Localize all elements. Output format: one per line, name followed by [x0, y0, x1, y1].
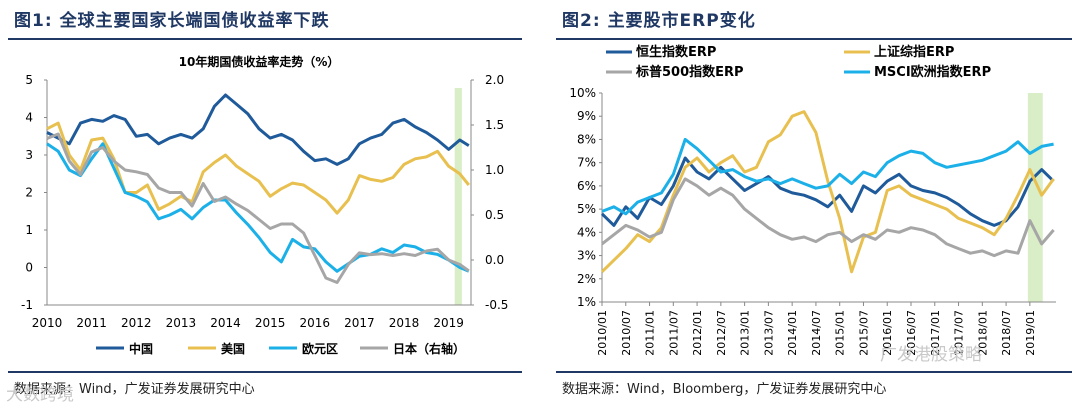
x-tick-label: 2013/01 — [739, 310, 752, 356]
series-line-3 — [601, 137, 1054, 216]
x-tick-label: 2018 — [389, 316, 420, 330]
y-tick-label: 5% — [577, 202, 596, 216]
highlight-band — [454, 88, 462, 305]
x-tick-label: 2011 — [76, 316, 107, 330]
figure-1-title-text: 全球主要国家长端国债收益率下跌 — [59, 11, 330, 31]
x-tick-label: 2019 — [433, 316, 464, 330]
y-tick-label: 4% — [577, 225, 596, 239]
erp-line-chart: 10% 9% 8% 7% 6% 5% 4% 3% 2% 1%2010/01 2010/07 2011/… — [569, 44, 1056, 356]
y-tick-label: 9% — [577, 109, 596, 123]
figure-1-bottom-rule — [8, 371, 522, 373]
legend-label-2: 标普500指数ERP — [635, 64, 744, 80]
x-tick-label: 2012/01 — [691, 310, 704, 356]
y-tick-label: 10% — [569, 86, 596, 100]
y-left-tick-label: 1 — [25, 223, 33, 237]
x-tick-label: 2017 — [344, 316, 375, 330]
x-tick-label: 2016/07 — [905, 310, 918, 356]
series-line-2 — [601, 177, 1055, 258]
highlight-band — [1027, 93, 1043, 302]
watermark-left: 大数跨境 — [6, 385, 74, 405]
x-tick-label: 2011/01 — [644, 310, 657, 356]
x-tick-label: 2012 — [121, 316, 152, 330]
x-tick-label: 2010/01 — [596, 310, 609, 356]
x-tick-label: 2016 — [300, 316, 331, 330]
legend-label-1: 上证综指ERP — [874, 44, 954, 60]
yield-line-chart: 10年期国债收益率走势（%） 5 4 3 2 1 0 -1 2.0 1.5 1.0 0.5 0.0 -0.… — [21, 54, 508, 356]
x-tick-label: 2016/01 — [881, 310, 894, 356]
legend-label-3: 日本（右轴） — [393, 341, 465, 356]
y-right-tick-label: 1.5 — [485, 118, 504, 132]
x-tick-label: 2018/01 — [976, 310, 989, 356]
y-left-tick-label: 4 — [25, 111, 33, 125]
y-tick-label: 6% — [577, 179, 596, 193]
figure-2-top-rule — [556, 38, 1072, 40]
figure-2-label: 图2: — [562, 11, 601, 31]
watermark-right: 广发港股策略 — [880, 345, 982, 365]
y-left-tick-label: 2 — [25, 186, 33, 200]
y-right-tick-label: -0.5 — [485, 298, 508, 312]
x-tick-label: 2014/01 — [786, 310, 799, 356]
x-tick-label: 2018/07 — [1000, 310, 1013, 356]
figure-1-panel: 图1: 全球主要国家长端国债收益率下跌 10年期国债收益率走势（%） 5 4 3 2 1 0… — [0, 0, 530, 409]
figure-2-panel: 图2: 主要股市ERP变化 10% 9% 8% 7% 6% 5% 4% 3% 2% 1% 2010/… — [548, 0, 1080, 409]
figure-2-title: 图2: 主要股市ERP变化 — [562, 6, 756, 31]
y-tick-label: 8% — [577, 132, 596, 146]
legend-label-3: MSCI欧洲指数ERP — [874, 64, 991, 80]
figure-2-bottom-rule — [556, 371, 1072, 373]
x-tick-label: 2013 — [166, 316, 197, 330]
x-tick-label: 2012/07 — [715, 310, 728, 356]
x-tick-label: 2017/01 — [929, 310, 942, 356]
series-line-2 — [46, 142, 470, 273]
x-tick-label: 2014 — [210, 316, 241, 330]
x-tick-label: 2019/01 — [1024, 310, 1037, 356]
x-tick-label: 2014/07 — [810, 310, 823, 356]
figure-1-title: 图1: 全球主要国家长端国债收益率下跌 — [14, 6, 330, 31]
x-tick-label: 2010 — [32, 316, 63, 330]
y-tick-label: 7% — [577, 156, 596, 170]
figure-1-source: 数据来源：Wind，广发证券发展研究中心 — [14, 382, 255, 397]
legend-label-2: 欧元区 — [302, 341, 338, 356]
series-line-1 — [600, 110, 1055, 274]
x-tick-label: 2015 — [255, 316, 286, 330]
x-tick-label: 2015/07 — [857, 310, 870, 356]
figure-1-top-rule — [8, 38, 522, 40]
series-line-0 — [600, 156, 1055, 227]
series-line-3 — [46, 132, 470, 284]
series-line-1 — [46, 121, 470, 215]
chart-title: 10年期国债收益率走势（%） — [179, 54, 340, 69]
y-left-tick-label: 0 — [25, 261, 33, 275]
x-tick-label: 2011/07 — [667, 310, 680, 356]
legend-label-0: 恒生指数ERP — [636, 44, 716, 60]
y-left-tick-label: 5 — [25, 73, 33, 87]
x-tick-label: 2010/07 — [620, 310, 633, 356]
y-left-tick-label: 3 — [25, 148, 33, 162]
y-right-tick-label: 1.0 — [485, 163, 504, 177]
y-left-tick-label: -1 — [21, 298, 33, 312]
y-tick-label: 2% — [577, 272, 596, 286]
y-right-tick-label: 0.5 — [485, 208, 504, 222]
figure-1-label: 图1: — [14, 11, 53, 31]
y-tick-label: 3% — [577, 249, 596, 263]
y-right-tick-label: 2.0 — [485, 73, 504, 87]
series-line-0 — [46, 93, 470, 166]
figure-2-title-text: 主要股市ERP变化 — [607, 11, 756, 31]
y-tick-label: 1% — [577, 295, 596, 309]
y-right-tick-label: 0.0 — [485, 253, 504, 267]
x-tick-label: 2015/01 — [834, 310, 847, 356]
legend-label-0: 中国 — [129, 341, 153, 356]
figure-2-source: 数据来源：Wind，Bloomberg，广发证券发展研究中心 — [562, 382, 887, 397]
x-tick-label: 2017/07 — [953, 310, 966, 356]
x-tick-label: 2013/07 — [762, 310, 775, 356]
legend-label-1: 美国 — [221, 341, 245, 356]
